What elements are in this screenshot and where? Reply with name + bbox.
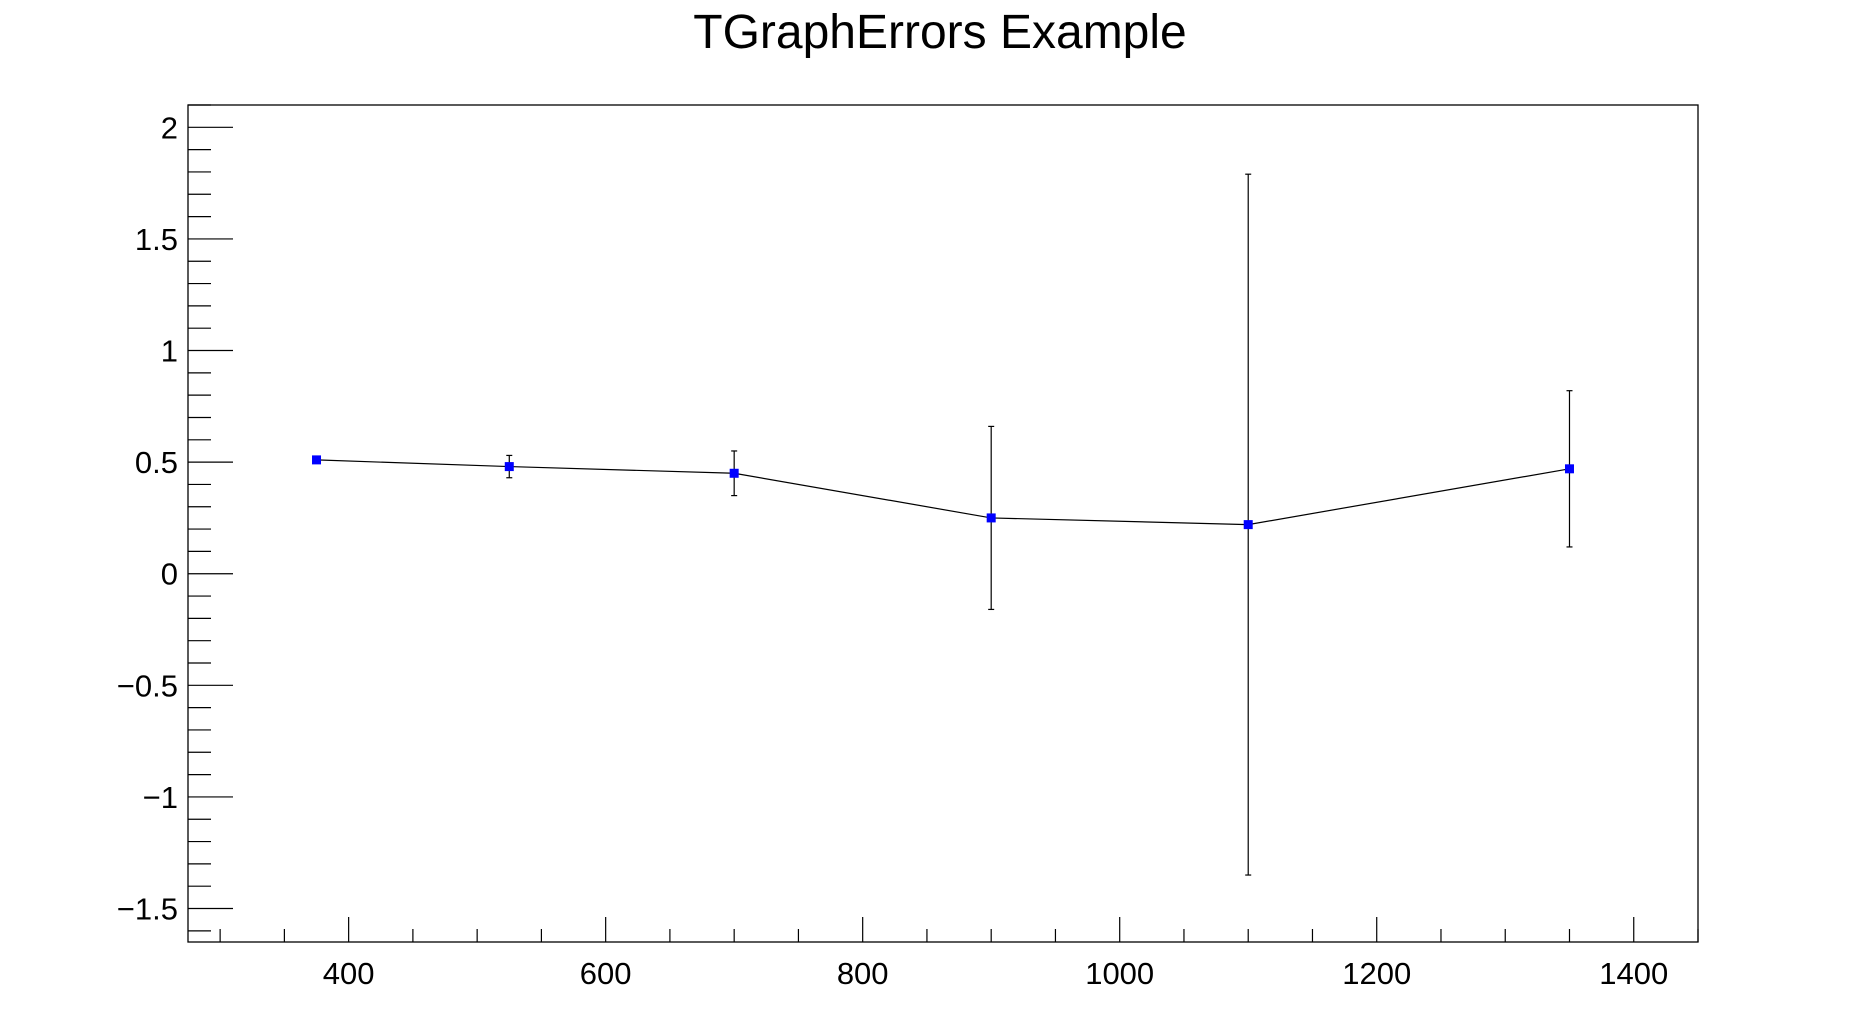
- plot-frame: [187, 104, 1699, 943]
- data-point: [504, 462, 514, 472]
- data-point: [986, 513, 996, 523]
- data-point: [1564, 464, 1574, 474]
- data-point: [729, 468, 739, 478]
- y-tick-label: 0: [161, 557, 178, 592]
- y-tick-label: −0.5: [117, 668, 178, 703]
- x-tick-label: 1000: [1085, 956, 1154, 991]
- chart-title: TGraphErrors Example: [693, 6, 1186, 59]
- y-tick-label: 0.5: [135, 445, 178, 480]
- y-tick-label: 1.5: [135, 222, 178, 257]
- y-tick-label: 2: [161, 110, 178, 145]
- x-tick-label: 600: [580, 956, 632, 991]
- y-tick-label: −1: [143, 780, 178, 815]
- x-tick-label: 1400: [1599, 956, 1668, 991]
- x-tick-label: 400: [323, 956, 375, 991]
- y-axis: −1.5 −1 −0.5 0 0.5 1 1.5 2: [117, 104, 233, 932]
- series-layer: [312, 173, 1574, 876]
- x-axis: 400 600 800 1000 1200 1400: [219, 917, 1699, 991]
- y-tick-label: 1: [161, 334, 178, 369]
- series-line: [316, 459, 1570, 526]
- x-tick-label: 800: [837, 956, 889, 991]
- data-point: [312, 455, 322, 465]
- data-point: [1243, 520, 1253, 530]
- y-tick-label: −1.5: [117, 892, 178, 927]
- x-tick-label: 1200: [1342, 956, 1411, 991]
